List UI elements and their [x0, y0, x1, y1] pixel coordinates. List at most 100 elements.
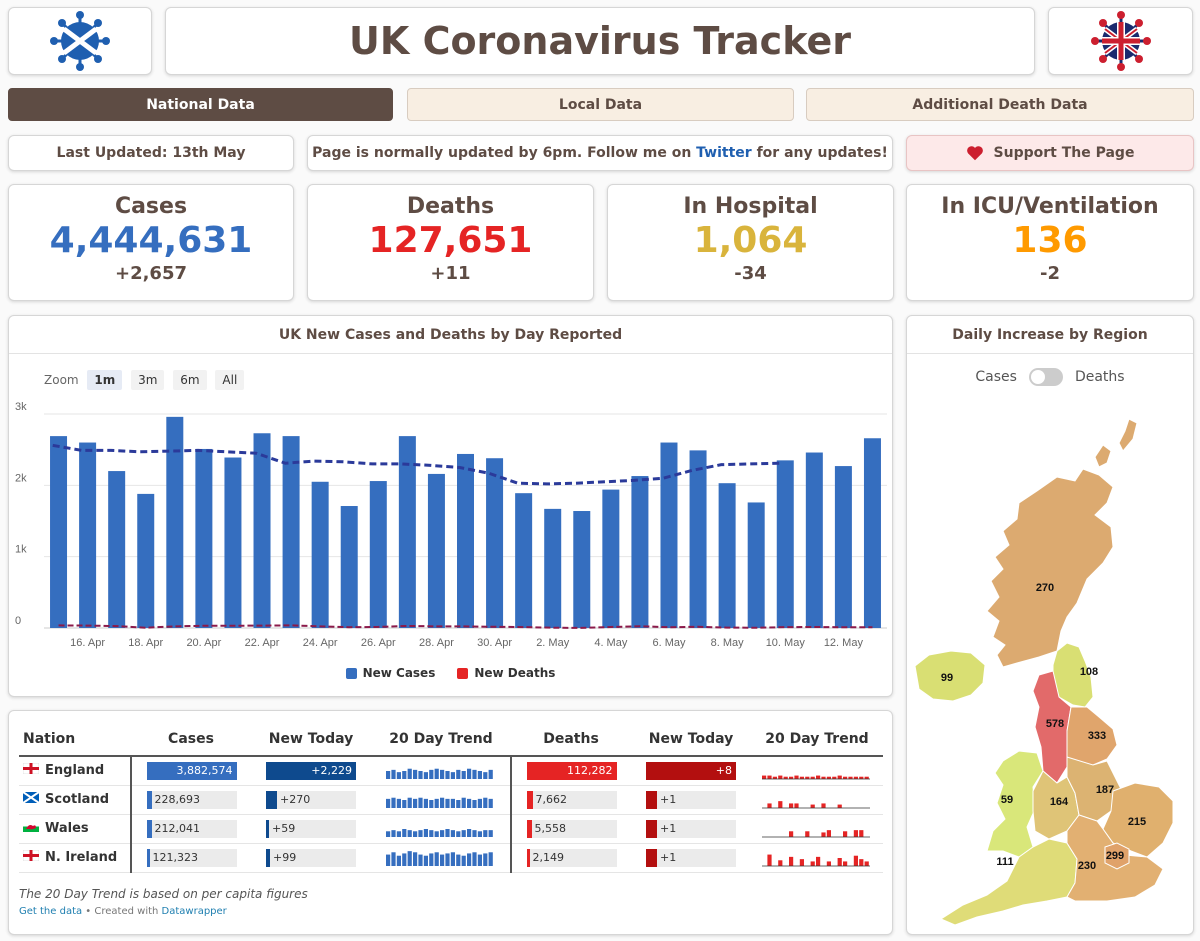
header-new-today-cases: New Today — [251, 725, 371, 757]
tab-local-data[interactable]: Local Data — [407, 88, 794, 121]
bar-cell: +1 — [631, 785, 751, 815]
region-value-wales: 59 — [1001, 794, 1013, 806]
sparkline-bar — [434, 851, 439, 866]
sparkline-bar — [434, 768, 439, 779]
sparkline-bar — [385, 798, 390, 808]
bar-new-cases — [427, 473, 445, 628]
bar-new-cases — [398, 436, 416, 628]
sparkline-bar — [450, 851, 455, 866]
datawrapper-link[interactable]: Datawrapper — [161, 906, 227, 917]
toggle-label-deaths[interactable]: Deaths — [1074, 369, 1125, 385]
region-london[interactable] — [1104, 842, 1130, 870]
line-cases-rolling-average — [52, 443, 780, 486]
bar-cell: +2,229 — [251, 756, 371, 786]
sparkline-bar — [466, 798, 471, 808]
zoom-all-button[interactable]: All — [215, 370, 245, 390]
tab-national-data[interactable]: National Data — [8, 88, 393, 121]
x-tick-label: 20. Apr — [186, 637, 221, 649]
region-value-east-of-england: 215 — [1128, 816, 1146, 828]
toggle-label-cases[interactable]: Cases — [975, 369, 1017, 385]
sparkline-bar — [783, 776, 788, 779]
stat-card-deaths: Deaths 127,651 +11 — [307, 184, 594, 301]
bar-value: +8 — [715, 763, 732, 777]
sparkline-bar — [417, 829, 423, 837]
region-scotland[interactable] — [986, 418, 1138, 668]
sparkline-bar — [407, 768, 412, 779]
sparkline-bar — [396, 830, 401, 837]
sparkline-bar — [826, 829, 831, 837]
sparkline-bar — [412, 798, 417, 808]
sparkline-bar — [488, 829, 493, 837]
region-yorkshire[interactable] — [1066, 706, 1118, 766]
bar-new-cases — [137, 493, 155, 628]
sparkline-bar — [471, 769, 477, 779]
stat-value: 127,651 — [368, 220, 533, 261]
sparkline-bar — [390, 829, 396, 837]
bar-fill — [646, 848, 657, 867]
bar-track: +8 — [646, 761, 736, 780]
sparkline-bar — [859, 829, 864, 837]
region-value-london: 299 — [1106, 850, 1124, 862]
stat-change: -34 — [734, 263, 767, 284]
stat-change: +11 — [430, 263, 471, 284]
header-trend-deaths: 20 Day Trend — [751, 725, 883, 757]
table-credits: Get the data • Created with Datawrapper — [19, 906, 227, 917]
update-note-prefix: Page is normally updated by 6pm. Follow … — [312, 145, 697, 161]
twitter-link[interactable]: Twitter — [696, 145, 752, 161]
sparkline-bar — [789, 776, 794, 779]
sparkline-bar — [477, 798, 482, 808]
zoom-6m-button[interactable]: 6m — [173, 370, 207, 390]
region-value-northern-ireland: 99 — [941, 672, 953, 684]
sparkline-bar — [767, 775, 772, 779]
legend-new-cases[interactable]: New Cases — [345, 666, 435, 680]
stat-label: In Hospital — [683, 194, 818, 219]
sparkline-bar — [385, 854, 390, 866]
cases-deaths-toggle[interactable]: Cases Deaths — [907, 368, 1193, 386]
sparkline-bar — [810, 860, 815, 866]
tab-additional-death-data[interactable]: Additional Death Data — [806, 88, 1194, 121]
bar-track: +1 — [646, 848, 736, 867]
update-note-box: Page is normally updated by 6pm. Follow … — [307, 135, 893, 171]
bar-new-cases — [195, 448, 213, 628]
sparkline-bar — [461, 770, 466, 779]
region-northern-ireland[interactable] — [914, 650, 986, 702]
region-south-west[interactable] — [939, 838, 1078, 926]
sparkline-bar — [461, 829, 466, 837]
region-value-north-east: 108 — [1080, 666, 1098, 678]
sparkline-bar — [482, 852, 487, 866]
bar-new-cases — [805, 452, 823, 628]
stat-card-icu: In ICU/Ventilation 136 -2 — [906, 184, 1194, 301]
region-east-of-england[interactable] — [1102, 782, 1174, 858]
sparkline-bar — [853, 829, 858, 837]
sparkline-bar — [821, 802, 826, 808]
sparkline-bar — [826, 860, 831, 866]
bar-new-cases — [166, 416, 184, 628]
uk-region-map: 270 99 108 578 333 59 164 187 215 111 23… — [914, 418, 1174, 926]
toggle-switch[interactable] — [1028, 368, 1063, 386]
bar-new-cases — [602, 489, 620, 628]
sparkline-bar — [477, 830, 482, 837]
bar-new-cases — [340, 506, 358, 628]
sparkline-bar — [407, 797, 412, 808]
bar-cell: +1 — [631, 843, 751, 873]
header-new-today-deaths: New Today — [631, 725, 751, 757]
sparkline-bar — [396, 855, 401, 866]
sparkline-bar — [810, 804, 815, 808]
bar-fill — [266, 819, 269, 838]
bar-track: 228,693 — [146, 790, 237, 809]
sparkline-bar — [488, 851, 493, 866]
sparkline-bar — [767, 854, 772, 866]
bar-new-cases — [776, 460, 794, 628]
support-button[interactable]: Support The Page — [906, 135, 1194, 171]
legend-new-deaths[interactable]: New Deaths — [457, 666, 555, 680]
header-trend-cases: 20 Day Trend — [371, 725, 511, 757]
bar-new-cases — [834, 466, 852, 628]
virus-union-jack-icon — [1090, 11, 1151, 71]
bar-track: 121,323 — [146, 848, 237, 867]
virus-scotland-icon — [50, 11, 110, 71]
x-tick-label: 24. Apr — [303, 637, 338, 649]
zoom-3m-button[interactable]: 3m — [131, 370, 165, 390]
sparkline-bar — [439, 854, 444, 866]
get-data-link[interactable]: Get the data — [19, 906, 83, 917]
zoom-1m-button[interactable]: 1m — [87, 370, 123, 390]
